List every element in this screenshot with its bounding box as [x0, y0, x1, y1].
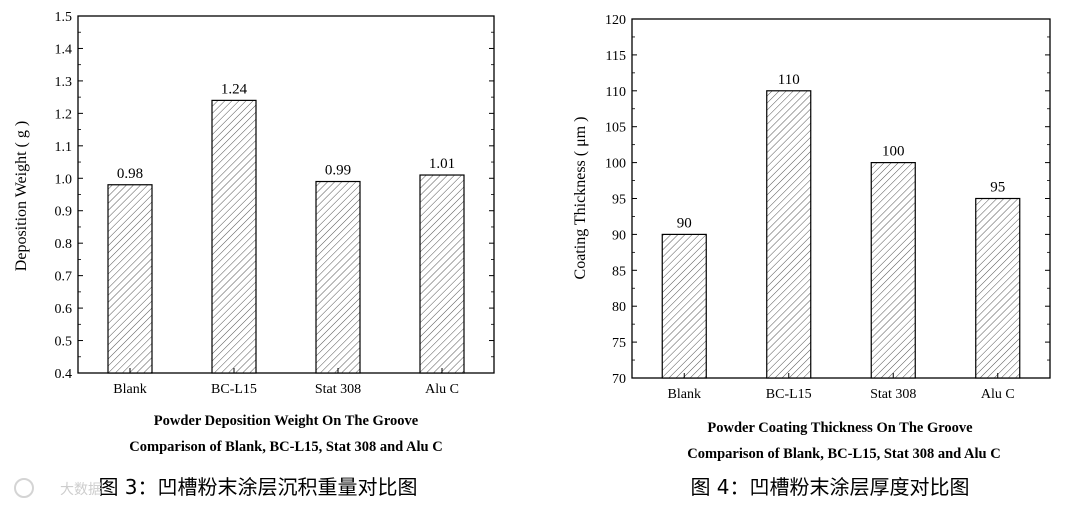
x-tick-label: Blank — [113, 382, 146, 397]
data-label: 1.01 — [429, 156, 455, 172]
y-tick-label: 1.1 — [55, 140, 73, 155]
bar-bc-l15 — [211, 99, 257, 374]
x-tick-label: Blank — [668, 387, 701, 402]
data-label: 1.24 — [221, 81, 248, 97]
y-tick-label: 85 — [612, 264, 626, 279]
y-tick-label: 0.9 — [55, 205, 73, 220]
watermark-text: 大数据 — [60, 482, 102, 498]
data-label: 95 — [990, 180, 1005, 196]
chart-title-line-2: Comparison of Blank, BC-L15, Stat 308 an… — [687, 446, 1000, 462]
y-tick-label: 1.4 — [55, 42, 73, 57]
x-tick-label: BC-L15 — [211, 382, 257, 397]
data-label: 90 — [677, 215, 692, 231]
figure-caption: 图 3：凹槽粉末涂层沉积重量对比图 — [98, 475, 417, 499]
y-axis-label: Deposition Weight ( g ) — [13, 121, 30, 271]
x-tick-label: Stat 308 — [315, 382, 361, 397]
y-tick-label: 120 — [605, 13, 626, 28]
y-tick-label: 110 — [606, 85, 626, 100]
y-tick-label: 1.3 — [55, 75, 73, 90]
y-tick-label: 105 — [605, 121, 626, 136]
y-tick-label: 95 — [612, 193, 626, 208]
y-tick-label: 0.6 — [55, 302, 73, 317]
deposition-weight-chart: Deposition Weight ( g ) 0.40.50.60.70.80… — [13, 10, 495, 499]
bar-alu-c — [419, 174, 465, 374]
figure-caption: 图 4：凹槽粉末涂层厚度对比图 — [690, 475, 969, 499]
y-tick-label: 90 — [612, 228, 626, 243]
plot-area: 70 75 80 85 90 95 100 105 110 115 120 90 Blank 110 BC-… — [605, 13, 1051, 402]
x-tick-label: Alu C — [425, 382, 459, 397]
x-tick-label: Alu C — [981, 387, 1015, 402]
data-label: 0.98 — [117, 166, 143, 182]
y-tick-label: 75 — [612, 336, 626, 351]
y-tick-label: 80 — [612, 300, 626, 315]
x-tick-label: Stat 308 — [870, 387, 916, 402]
data-label: 0.99 — [325, 163, 351, 179]
bar-blank — [107, 184, 153, 374]
y-tick-label: 70 — [612, 372, 626, 387]
y-tick-label: 1.0 — [55, 172, 73, 187]
coating-thickness-chart: Coating Thickness ( μm ) 70 75 80 85 90 95 100… — [572, 13, 1051, 499]
y-axis-label: Coating Thickness ( μm ) — [572, 117, 589, 280]
y-tick-label: 115 — [606, 49, 626, 64]
plot-area: 0.4 0.5 0.6 0.7 0.8 0.9 1.0 1.1 1.2 1.3 1.4 1.5 0.98… — [55, 10, 495, 397]
data-label: 110 — [778, 72, 800, 88]
y-tick-label: 0.7 — [55, 270, 73, 285]
y-tick-label: 1.5 — [55, 10, 73, 25]
y-tick-label: 0.8 — [55, 237, 73, 252]
bar-blank — [661, 233, 707, 379]
y-tick-label: 0.5 — [55, 335, 73, 350]
bar-bc-l15 — [766, 90, 812, 379]
chart-title-line-2: Comparison of Blank, BC-L15, Stat 308 an… — [129, 439, 442, 455]
watermark: 大数据 — [14, 478, 102, 498]
y-tick-label: 0.4 — [55, 367, 73, 382]
chart-title-line-1: Powder Coating Thickness On The Groove — [707, 420, 973, 436]
y-tick-label: 1.2 — [55, 107, 73, 122]
bar-stat-308 — [315, 180, 361, 374]
watermark-logo-icon — [14, 478, 34, 498]
bar-alu-c — [975, 197, 1021, 379]
bar-stat-308 — [870, 162, 916, 379]
chart-title-line-1: Powder Deposition Weight On The Groove — [154, 413, 419, 429]
data-label: 100 — [882, 144, 905, 160]
x-tick-label: BC-L15 — [766, 387, 812, 402]
y-tick-label: 100 — [605, 157, 626, 172]
